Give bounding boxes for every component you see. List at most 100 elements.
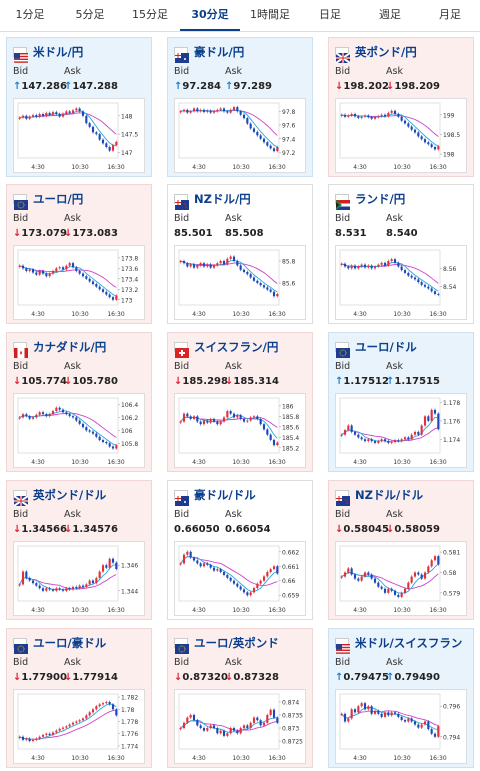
candle-body	[410, 275, 413, 278]
mini-chart[interactable]: 106.4 106.2 106 105.8 4:30 10:30 16:30	[13, 393, 145, 468]
y-tick-label: 0.8725	[282, 739, 303, 746]
tab-7[interactable]: 月足	[439, 8, 461, 21]
mini-chart[interactable]: 1.782 1.78 1.778 1.776 1.774 4:30 10:30 16:30	[13, 689, 145, 764]
rate-card[interactable]: ランド/円 Bid Ask 8.531 8.540 8.56 8.54 4:30 10:30 16…	[328, 184, 474, 324]
candle-body	[249, 417, 252, 421]
tab-4[interactable]: 1時間足	[250, 8, 290, 21]
rate-card[interactable]: NZドル/円 Bid Ask 85.501 85.508 85.8 85.6 4:30 10:3…	[167, 184, 313, 324]
candle-body	[252, 717, 256, 723]
pair-name-link[interactable]: ユーロ/ドル	[355, 340, 417, 354]
mini-chart[interactable]: 1.178 1.176 1.174 4:30 10:30 16:30	[335, 393, 467, 468]
candle-body	[35, 414, 38, 418]
candle-body	[377, 582, 380, 587]
rate-card[interactable]: 米ドル/円 Bid Ask ↑147.286↑147.288 148 147.5 147 4:…	[6, 37, 152, 177]
bid-value: ↑97.284	[174, 81, 225, 92]
pair-name-link[interactable]: ユーロ/円	[33, 192, 84, 206]
candle-body	[242, 269, 246, 272]
y-tick-label: 199	[443, 112, 455, 119]
y-tick-label: 1.174	[443, 437, 460, 444]
rate-card[interactable]: ユーロ/ドル Bid Ask ↑1.17512↑1.17515 1.178 1.176 1.…	[328, 332, 474, 472]
mini-chart[interactable]: 8.56 8.54 4:30 10:30 16:30	[335, 245, 467, 320]
rate-card[interactable]: 英ポンド/ドル Bid Ask ↓1.34566↓1.34576 1.346 1.344 4…	[6, 480, 152, 620]
mini-chart[interactable]: 186 185.8 185.6 185.4 185.2 4:30 10:30 16:30	[174, 393, 306, 468]
candle-body	[272, 148, 276, 152]
x-tick-label: 4:30	[31, 164, 45, 171]
arrow-down-icon: ↓	[64, 376, 73, 387]
pair-name-link[interactable]: スイスフラン/円	[194, 340, 279, 354]
mini-chart[interactable]: 199 198.5 198 4:30 10:30 16:30	[335, 98, 467, 173]
rate-card[interactable]: ユーロ/豪ドル Bid Ask ↓1.77900↓1.77914 1.782 1.78 1.…	[6, 628, 152, 768]
candle-body	[229, 577, 232, 581]
pair-name-link[interactable]: ランド/円	[355, 192, 406, 206]
tab-3[interactable]: 30分足	[180, 0, 240, 31]
candle-body	[81, 111, 85, 116]
y-tick-label: 173.8	[121, 255, 138, 262]
candle-body	[370, 439, 373, 442]
pair-name-link[interactable]: 豪ドル/ドル	[194, 488, 256, 502]
candle-body	[196, 720, 199, 726]
candle-body	[347, 115, 350, 117]
tab-1[interactable]: 5分足	[75, 8, 105, 21]
candle-body	[91, 580, 95, 584]
mini-chart[interactable]: 0.796 0.794 4:30 10:30 16:30	[335, 689, 467, 764]
candle-body	[202, 109, 206, 112]
pair-name-link[interactable]: 米ドル/円	[33, 45, 84, 59]
mini-chart[interactable]: 148 147.5 147 4:30 10:30 16:30	[13, 98, 145, 173]
pair-name-link[interactable]: NZドル/円	[194, 192, 251, 206]
candle-body	[222, 417, 226, 422]
rate-card[interactable]: NZドル/ドル Bid Ask ↓0.58045↓0.58059 0.581 0.58 0.…	[328, 480, 474, 620]
rate-card[interactable]: 豪ドル/円 Bid Ask ↑97.284 ↑97.289 97.8 97.6 97.4 97.…	[167, 37, 313, 177]
candle-body	[199, 725, 202, 729]
pair-name-link[interactable]: 豪ドル/円	[194, 45, 245, 59]
tab-0[interactable]: 1分足	[15, 8, 45, 21]
mini-chart[interactable]: 1.346 1.344 4:30 10:30 16:30	[13, 541, 145, 616]
pair-name-link[interactable]: NZドル/ドル	[355, 488, 424, 502]
rate-card[interactable]: カナダドル/円 Bid Ask ↓105.774↓105.780 106.4 106.2 1…	[6, 332, 152, 472]
rate-card[interactable]: ユーロ/英ポンド Bid Ask ↓0.87320↓0.87328 0.874 0.873…	[167, 628, 313, 768]
candle-body	[380, 262, 383, 265]
candle-body	[111, 558, 115, 563]
pair-name-link[interactable]: ユーロ/豪ドル	[33, 636, 107, 650]
tab-5[interactable]: 日足	[319, 8, 341, 21]
candle-body	[357, 266, 360, 269]
candle-body	[182, 109, 186, 112]
mini-chart[interactable]: 0.581 0.58 0.579 4:30 10:30 16:30	[335, 541, 467, 616]
candle-body	[340, 713, 343, 715]
pair-name-link[interactable]: 英ポンド/円	[355, 45, 417, 59]
y-tick-label: 0.662	[282, 549, 299, 556]
candle-body	[269, 434, 272, 440]
bid-value: ↑147.286	[13, 81, 67, 92]
mini-chart[interactable]: 0.874 0.8735 0.873 0.8725 4:30 10:30 16:30	[174, 689, 306, 764]
flag-icon	[335, 342, 350, 358]
candle-body	[75, 108, 78, 111]
tab-6[interactable]: 週足	[379, 8, 401, 21]
rate-card[interactable]: 豪ドル/ドル Bid Ask 0.66050 0.66054 0.662 0.661 0.66…	[167, 480, 313, 620]
candle-body	[226, 574, 229, 578]
candle-body	[400, 439, 403, 442]
quote-values: ↓173.079↓173.083	[13, 228, 118, 239]
rate-card[interactable]: ユーロ/円 Bid Ask ↓173.079↓173.083 173.8 173.6 173…	[6, 184, 152, 324]
tab-2[interactable]: 15分足	[132, 8, 168, 21]
pair-name-link[interactable]: ユーロ/英ポンド	[194, 636, 279, 650]
candle-body	[407, 272, 410, 276]
candle-body	[85, 715, 88, 719]
candle-body	[407, 123, 410, 127]
pair-name-link[interactable]: 米ドル/スイスフラン	[355, 636, 463, 650]
pair-name-link[interactable]: カナダドル/円	[33, 340, 107, 354]
candle-body	[101, 289, 105, 292]
mini-chart[interactable]: 0.662 0.661 0.66 0.659 4:30 10:30 16:30	[174, 541, 306, 616]
candle-body	[219, 421, 222, 425]
rate-card[interactable]: 英ポンド/円 Bid Ask ↓198.202↓198.209 199 198.5 198 4…	[328, 37, 474, 177]
candle-body	[266, 714, 269, 723]
candle-body	[423, 139, 427, 143]
candle-body	[393, 440, 397, 442]
pair-name-link[interactable]: 英ポンド/ドル	[33, 488, 107, 502]
rate-card[interactable]: スイスフラン/円 Bid Ask ↓185.298↓185.314 186 185.8 18…	[167, 332, 313, 472]
mini-chart[interactable]: 173.8 173.6 173.4 173.2 173 4:30 10:30 16:30	[13, 245, 145, 320]
candle-body	[259, 580, 262, 584]
rate-card[interactable]: 米ドル/スイスフラン Bid Ask ↑0.79475↑0.79490 0.796 0.7…	[328, 628, 474, 768]
mini-chart[interactable]: 85.8 85.6 4:30 10:30 16:30	[174, 245, 306, 320]
mini-chart[interactable]: 97.8 97.6 97.4 97.2 4:30 10:30 16:30	[174, 98, 306, 173]
quote-labels: Bid Ask	[335, 361, 437, 372]
arrow-up-icon: ↑	[335, 672, 344, 683]
